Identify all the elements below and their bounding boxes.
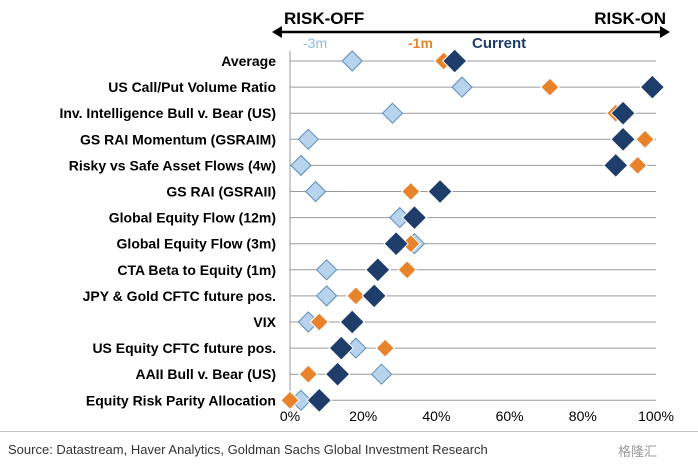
risk-on-label: RISK-ON xyxy=(594,9,666,28)
category-label: AAII Bull v. Bear (US) xyxy=(135,366,276,382)
legend: -3m -1m Current xyxy=(303,35,526,52)
marker-1m xyxy=(309,312,329,332)
source-note: Source: Datastream, Haver Analytics, Gol… xyxy=(8,442,488,457)
legend-1m: -1m xyxy=(408,35,433,51)
marker-current xyxy=(339,309,365,335)
marker-3m xyxy=(381,102,404,124)
marker-current xyxy=(401,204,428,231)
marker-current xyxy=(361,283,387,309)
marker-3m xyxy=(341,50,363,72)
marker-1m xyxy=(298,364,319,384)
category-label: CTA Beta to Equity (1m) xyxy=(117,262,276,278)
category-labels: Average US Call/Put Volume Ratio Inv. Inte… xyxy=(59,53,276,408)
marker-1m xyxy=(397,260,417,280)
legend-current: Current xyxy=(472,35,526,52)
marker-1m xyxy=(635,129,655,150)
marker-1m xyxy=(375,338,395,358)
category-label: US Call/Put Volume Ratio xyxy=(108,79,276,95)
marker-current xyxy=(365,257,391,283)
marker-3m xyxy=(290,154,312,177)
marker-3m xyxy=(315,285,338,307)
marker-current xyxy=(306,387,332,414)
category-label: GS RAI (GSRAII) xyxy=(166,184,276,200)
marker-1m xyxy=(401,181,421,202)
category-label: GS RAI Momentum (GSRAIM) xyxy=(80,131,276,147)
category-label: Average xyxy=(221,53,276,69)
risk-direction-arrow: RISK-OFF RISK-ON xyxy=(272,9,670,38)
x-tick-label: 40% xyxy=(422,408,450,424)
x-tick-label: 100% xyxy=(638,408,674,424)
x-tick-label: 60% xyxy=(496,408,524,424)
category-label: VIX xyxy=(253,314,276,330)
x-axis-ticks: 0% 20% 40% 60% 80% 100% xyxy=(280,408,674,424)
marker-1m xyxy=(346,286,366,306)
marker-3m xyxy=(297,128,320,151)
footer-divider xyxy=(0,431,698,432)
x-tick-label: 20% xyxy=(349,408,377,424)
x-tick-label: 80% xyxy=(569,408,597,424)
marker-1m xyxy=(280,390,300,411)
marker-current xyxy=(610,100,636,126)
risk-off-label: RISK-OFF xyxy=(284,9,364,28)
category-label: JPY & Gold CFTC future pos. xyxy=(83,288,276,304)
marker-3m xyxy=(451,76,473,98)
category-label: Equity Risk Parity Allocation xyxy=(86,392,276,408)
category-label: US Equity CFTC future pos. xyxy=(92,340,276,356)
marker-current xyxy=(427,178,453,205)
x-tick-label: 0% xyxy=(280,408,300,424)
category-label: Risky vs Safe Asset Flows (4w) xyxy=(69,157,276,173)
marker-3m xyxy=(304,180,327,203)
data-markers xyxy=(280,48,666,414)
category-label: Global Equity Flow (12m) xyxy=(109,210,276,226)
category-label: Global Equity Flow (3m) xyxy=(117,236,276,252)
marker-current xyxy=(639,74,666,100)
marker-current xyxy=(383,230,409,257)
marker-current xyxy=(610,126,636,153)
marker-1m xyxy=(627,155,648,176)
marker-current xyxy=(328,335,354,361)
marker-3m xyxy=(315,259,338,281)
marker-3m xyxy=(370,363,393,385)
marker-current xyxy=(603,152,629,179)
marker-current xyxy=(324,361,351,387)
watermark-logo: 格隆汇 xyxy=(618,445,658,460)
category-label: Inv. Intelligence Bull v. Bear (US) xyxy=(59,105,276,121)
marker-1m xyxy=(540,77,560,97)
legend-3m: -3m xyxy=(303,35,327,51)
marker-current xyxy=(441,48,468,74)
